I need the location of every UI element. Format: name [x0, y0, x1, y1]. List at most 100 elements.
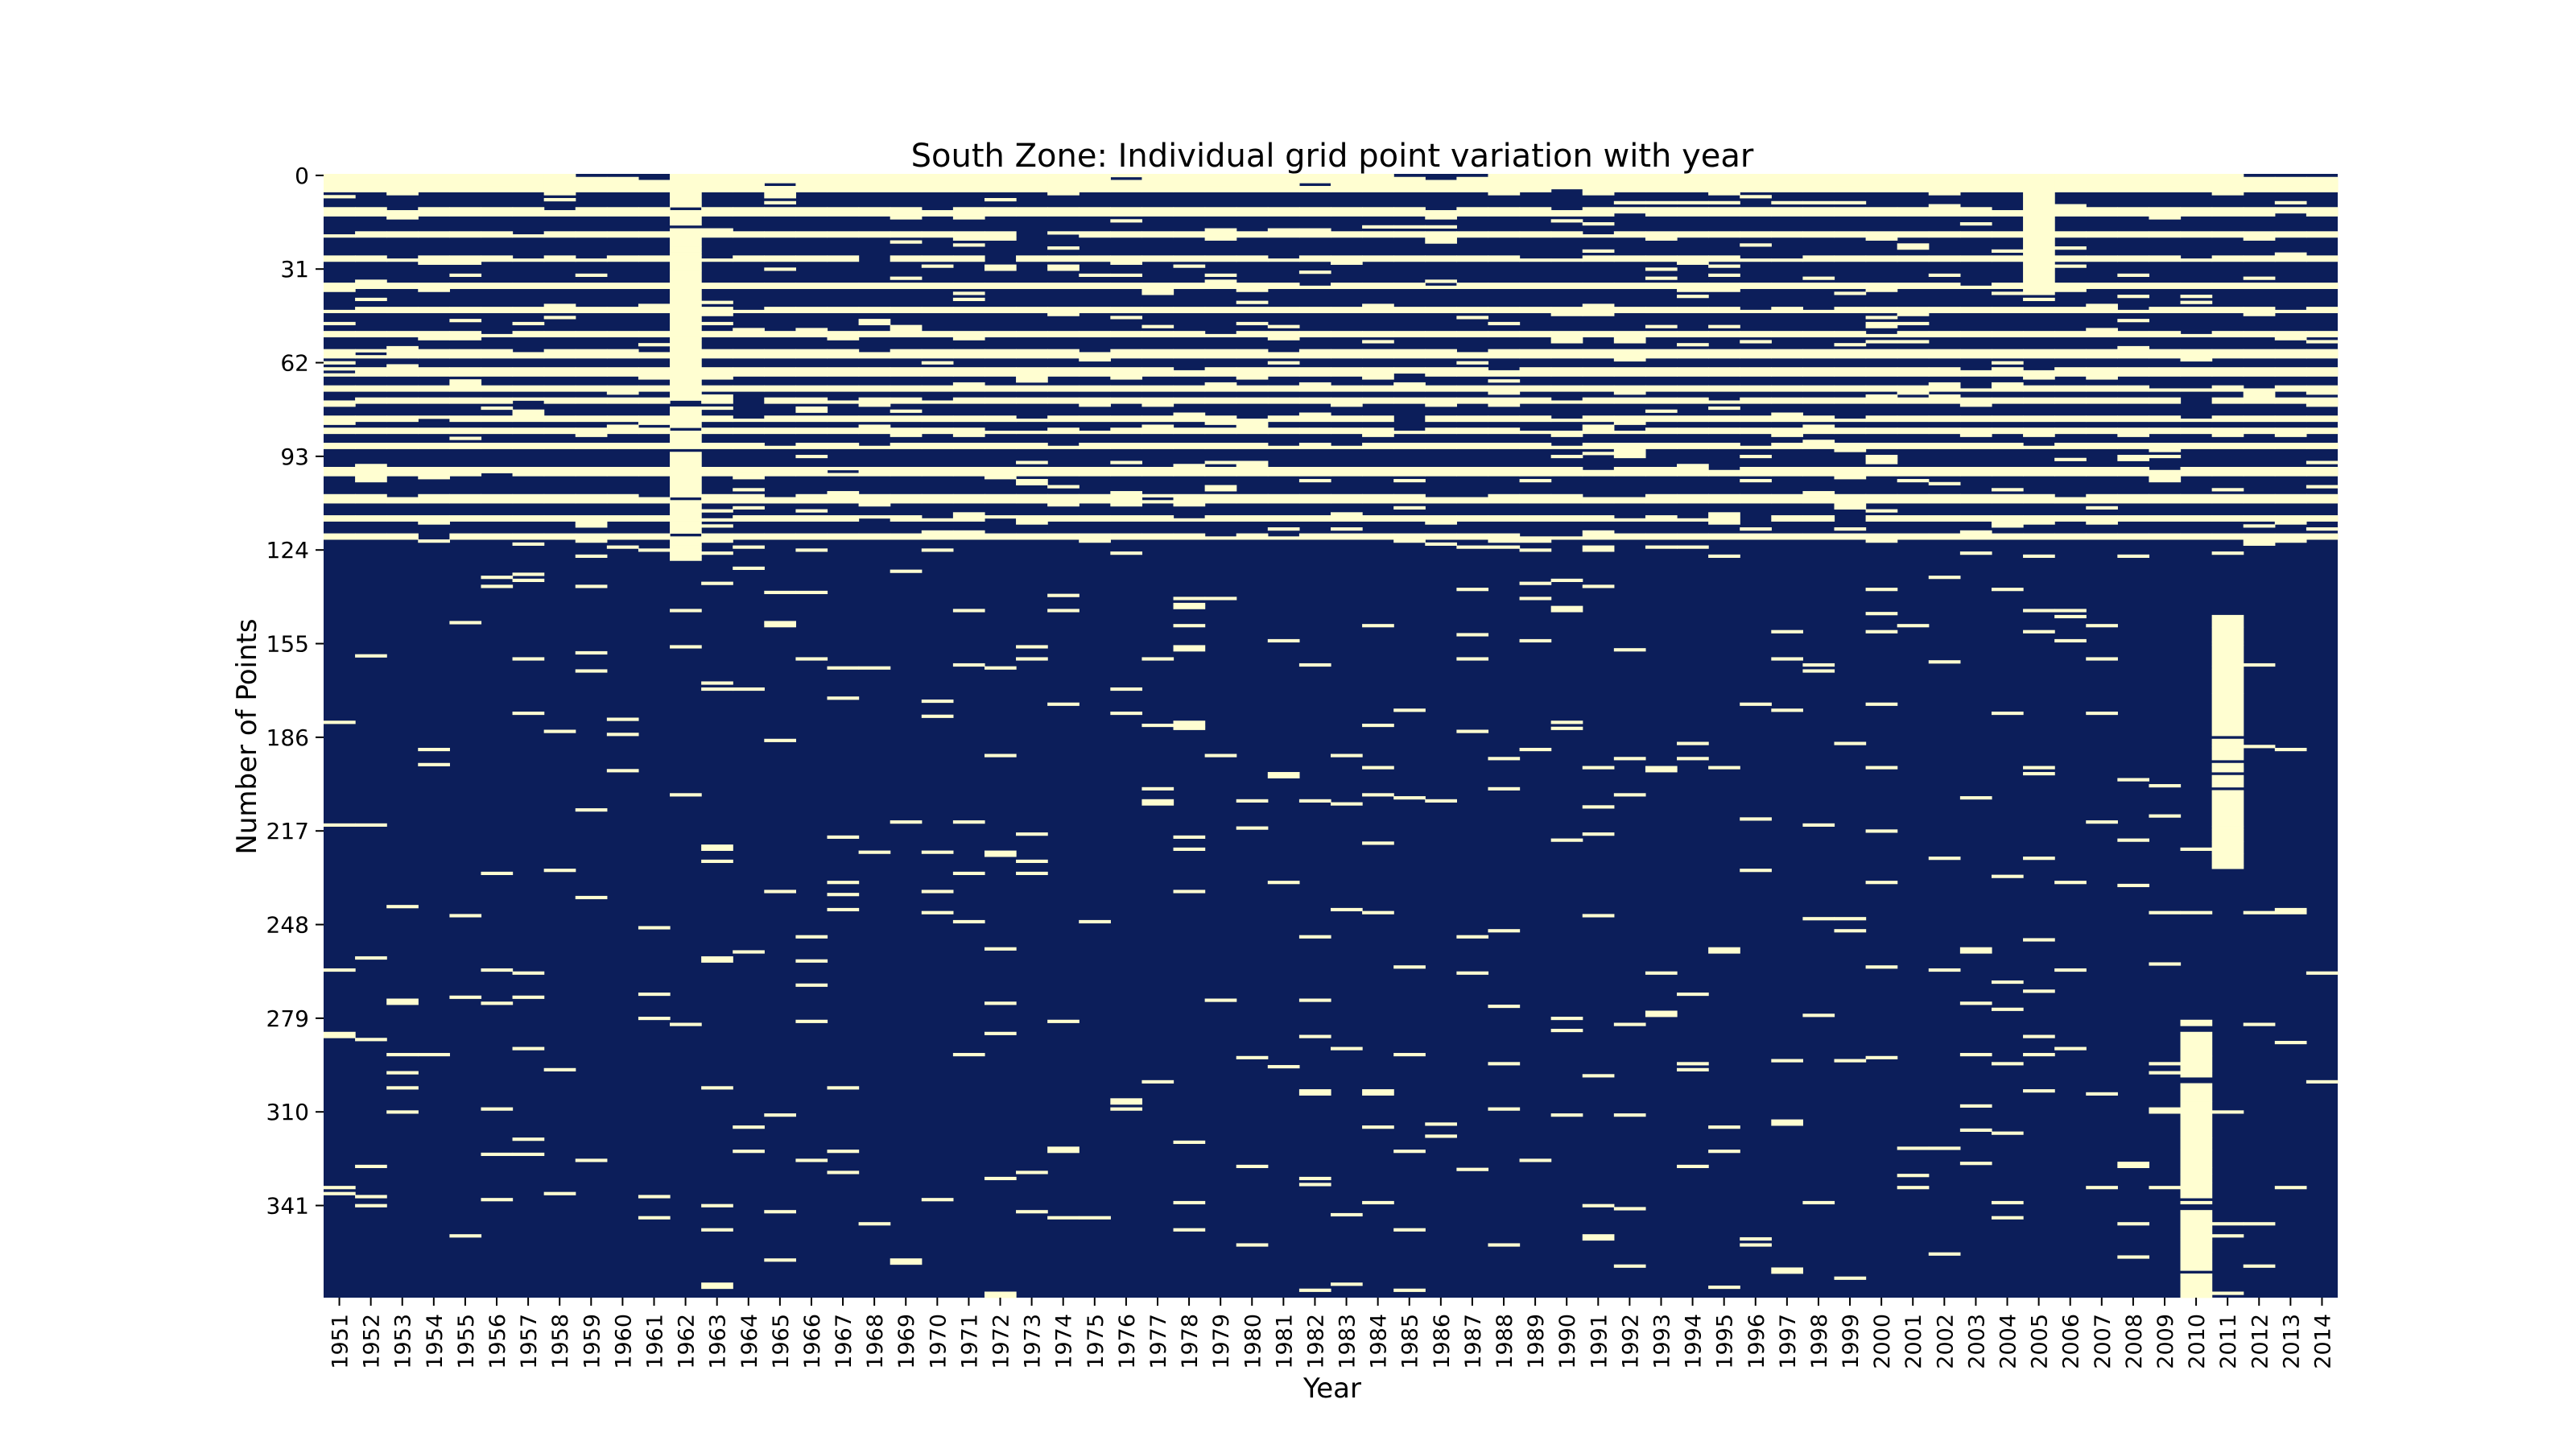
heatmap-cell-run-1967: [827, 307, 860, 314]
x-tick-label: 1990: [1555, 1314, 1580, 1369]
heatmap-cell-run-1981: [1267, 1065, 1300, 1069]
heatmap-cell-run-2010: [2180, 1228, 2213, 1238]
heatmap-cell-run-1958: [543, 533, 576, 540]
heatmap-cell-run-1982: [1298, 307, 1331, 314]
x-tick-label: 1965: [769, 1314, 794, 1369]
heatmap-cell-run-1980: [1236, 283, 1269, 292]
heatmap-cell-run-1998: [1802, 917, 1835, 921]
heatmap-cell-run-1998: [1802, 424, 1835, 435]
heatmap-cell-run-2003: [1959, 309, 1992, 314]
heatmap-cell-run-1972: [984, 331, 1017, 338]
heatmap-cell-run-1973: [1016, 493, 1048, 497]
heatmap-cell-run-1988: [1488, 1107, 1521, 1111]
heatmap-cell-run-2002: [1928, 273, 1961, 277]
heatmap-cell-run-2002: [1928, 192, 1961, 196]
heatmap-cell-run-1951: [324, 195, 356, 199]
heatmap-cell-run-1954: [418, 515, 450, 525]
heatmap-cell-run-1962: [670, 379, 702, 401]
heatmap-cell-run-1953: [386, 174, 419, 196]
heatmap-cell-run-1989: [1519, 349, 1552, 359]
heatmap-cell-run-1953: [386, 258, 419, 262]
heatmap-cell-run-2006: [2054, 515, 2087, 522]
heatmap-cell-run-1961: [638, 285, 671, 289]
heatmap-cell-run-1962: [670, 476, 702, 497]
heatmap-cell-run-1978: [1173, 264, 1206, 268]
heatmap-cell-run-1995: [1708, 283, 1740, 290]
heatmap-cell-run-2000: [1865, 427, 1898, 435]
heatmap-cell-run-1962: [670, 246, 702, 253]
heatmap-cell-run-1954: [418, 331, 450, 341]
heatmap-cell-run-2010: [2180, 418, 2213, 423]
heatmap-cell-run-1981: [1267, 415, 1300, 423]
heatmap-cell-run-1988: [1488, 397, 1521, 407]
heatmap-cell-run-2010: [2180, 295, 2213, 299]
heatmap-cell-run-1975: [1079, 385, 1111, 392]
heatmap-cell-run-2003: [1959, 415, 1992, 423]
heatmap-cell-run-1996: [1740, 367, 1772, 377]
heatmap-cell-run-1963: [701, 1086, 733, 1090]
heatmap-cell-run-1996: [1740, 309, 1772, 314]
heatmap-cell-run-1983: [1331, 467, 1363, 477]
heatmap-cell-run-1951: [324, 1191, 356, 1195]
heatmap-cell-run-2004: [1991, 174, 2024, 184]
heatmap-cell-run-2000: [1865, 415, 1898, 423]
heatmap-cell-run-2012: [2243, 467, 2276, 477]
heatmap-cell-run-1957: [512, 409, 545, 423]
heatmap-cell-run-1998: [1802, 533, 1835, 540]
heatmap-cell-run-1981: [1267, 324, 1300, 328]
heatmap-cell-run-1983: [1331, 231, 1363, 238]
heatmap-cell-run-1978: [1173, 533, 1206, 540]
heatmap-cell-run-2011: [2211, 853, 2244, 866]
heatmap-cell-run-1972: [984, 533, 1017, 537]
heatmap-cell-run-2004: [1991, 874, 2024, 878]
heatmap-cell-run-1966: [795, 533, 828, 540]
heatmap-cell-run-1995: [1708, 947, 1740, 954]
heatmap-cell-run-1960: [606, 333, 639, 338]
heatmap-cell-run-1999: [1834, 291, 1867, 295]
heatmap-cell-run-1996: [1740, 340, 1772, 344]
heatmap-cell-run-1994: [1677, 518, 1709, 522]
heatmap-cell-run-2004: [1991, 442, 2024, 449]
heatmap-cell-run-1958: [543, 210, 576, 217]
heatmap-cell-run-1953: [386, 352, 419, 359]
heatmap-cell-run-1966: [795, 657, 828, 661]
heatmap-cell-run-2011: [2211, 515, 2244, 522]
heatmap-cell-run-2008: [2117, 295, 2150, 299]
heatmap-cell-run-1969: [890, 328, 923, 338]
heatmap-cell-run-2000: [1865, 180, 1898, 192]
heatmap-cell-run-1988: [1488, 757, 1521, 761]
x-tick-label: 1971: [957, 1314, 982, 1369]
heatmap-cell-run-1966: [795, 385, 828, 392]
heatmap-cell-run-1966: [795, 409, 828, 413]
heatmap-cell-run-2012: [2243, 663, 2276, 667]
heatmap-cell-run-1963: [701, 307, 733, 316]
heatmap-cell-run-1960: [606, 467, 639, 471]
heatmap-cell-run-1986: [1425, 397, 1457, 407]
heatmap-cell-run-2011: [2211, 427, 2244, 435]
heatmap-cell-run-1953: [386, 467, 419, 473]
heatmap-cell-run-1982: [1298, 349, 1331, 359]
heatmap-cell-run-1952: [355, 180, 387, 192]
heatmap-cell-run-1988: [1488, 545, 1521, 549]
heatmap-cell-run-1988: [1488, 231, 1521, 238]
heatmap-cell-run-1963: [701, 959, 733, 963]
heatmap-cell-run-1954: [418, 385, 450, 392]
heatmap-cell-run-1976: [1110, 231, 1143, 238]
heatmap-cell-run-2012: [2243, 493, 2276, 504]
x-tick-label: 1983: [1335, 1314, 1360, 1369]
heatmap-cell-run-1980: [1236, 1164, 1269, 1169]
heatmap-cell-run-2004: [1991, 349, 2024, 359]
heatmap-cell-run-2007: [2086, 415, 2118, 423]
heatmap-cell-run-1957: [512, 369, 545, 374]
heatmap-cell-run-1972: [984, 207, 1017, 217]
x-tick-label: 1970: [926, 1314, 951, 1369]
heatmap-cell-run-1985: [1393, 515, 1426, 522]
heatmap-cell-run-1987: [1456, 729, 1489, 733]
heatmap-cell-run-1984: [1362, 231, 1394, 238]
heatmap-cell-run-1969: [890, 433, 923, 437]
heatmap-cell-run-1995: [1708, 331, 1740, 335]
heatmap-cell-run-1986: [1425, 415, 1457, 423]
heatmap-cell-run-1989: [1519, 597, 1552, 601]
heatmap-cell-run-1994: [1677, 373, 1709, 377]
heatmap-cell-run-1958: [543, 331, 576, 338]
